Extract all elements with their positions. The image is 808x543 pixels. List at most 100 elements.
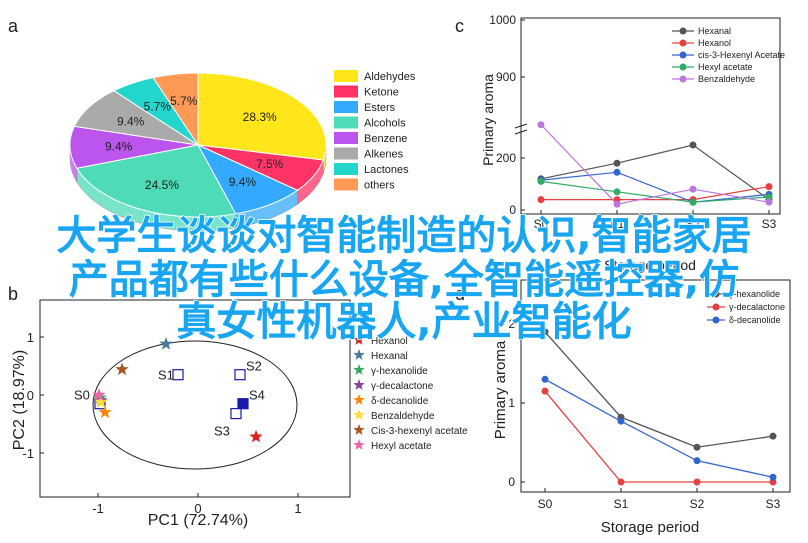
data-point	[693, 478, 701, 486]
variable-star	[98, 405, 112, 419]
legend-label: γ-hexanolide	[371, 366, 428, 377]
legend-marker	[679, 75, 687, 83]
legend-label: Hexyl acetate	[371, 441, 432, 452]
legend-swatch	[334, 70, 358, 82]
legend-label: others	[364, 180, 395, 192]
data-point	[617, 478, 625, 486]
legend-label: cis-3-Hexenyl Acetate	[698, 50, 785, 60]
panel-label-a: a	[8, 16, 19, 36]
legend-marker	[353, 394, 365, 405]
sample-label: S1	[158, 368, 174, 383]
pie-slice-alcohols	[76, 144, 237, 218]
panel-label-c: c	[455, 16, 464, 36]
data-point	[541, 328, 549, 336]
legend-marker	[353, 409, 365, 420]
legend-marker	[353, 349, 365, 360]
x-axis-label: Storage period	[604, 257, 696, 273]
data-point	[765, 183, 773, 191]
data-point	[765, 198, 773, 206]
legend-swatch	[334, 101, 358, 113]
legend-swatch	[334, 85, 358, 98]
legend-label: γ-decalactone	[729, 302, 785, 312]
sample-label: S2	[246, 359, 262, 374]
sample-label: S0	[74, 388, 90, 403]
legend-label: Benzaldehyde	[698, 74, 755, 84]
y-tick-label: 200	[496, 151, 516, 165]
pie-value-label: 24.5%	[145, 178, 179, 192]
data-point	[537, 121, 545, 129]
y-tick-label: 0	[27, 388, 34, 403]
overlay-title-line-2: 产品都有些什么设备,全智能遥控器,仿	[68, 257, 740, 303]
legend-label: γ-hexanolide	[729, 289, 780, 299]
pie-slice-esters	[196, 143, 299, 215]
legend-swatch	[334, 116, 358, 129]
sample-label: S3	[214, 424, 230, 439]
data-point	[693, 457, 701, 465]
legend-label: Hexanol	[698, 38, 731, 48]
pie-value-label: 5.7%	[144, 100, 172, 114]
legend-marker	[353, 364, 365, 375]
legend-label: Cis-3-hexenyl acetate	[371, 426, 468, 437]
data-point	[613, 168, 621, 176]
y-axis-label: Primary aroma	[480, 74, 496, 166]
x-tick-label: S1	[614, 497, 629, 511]
axis-break-mark	[514, 129, 528, 135]
variable-star	[249, 429, 263, 443]
legend-label: Hexanal	[698, 26, 731, 36]
data-point	[617, 417, 625, 425]
y-axis-label: PC2 (18.97%)	[11, 350, 28, 451]
series-line	[541, 186, 770, 201]
variable-star	[115, 362, 129, 376]
y-axis-label: Primary aroma	[492, 340, 509, 439]
x-tick-label: S0	[534, 217, 549, 231]
x-tick-label: S3	[762, 217, 777, 231]
pie-slice-others	[152, 72, 199, 147]
legend-label: Hexyl acetate	[698, 62, 753, 72]
panel-label-d: d	[455, 284, 465, 304]
legend-marker	[712, 316, 720, 324]
overlay-title-line-3: 真女性机器人,产业智能化	[176, 299, 633, 345]
legend-label: Aldehydes	[364, 71, 416, 83]
data-point	[769, 432, 777, 440]
y-tick-label: 2	[508, 317, 515, 331]
legend-marker	[679, 63, 687, 71]
legend-label: Alcohols	[364, 118, 406, 130]
x-tick-label: 0	[194, 501, 201, 516]
legend-marker	[353, 334, 365, 345]
x-tick-label: -1	[92, 501, 104, 516]
pie-slice-aldehydes	[197, 72, 327, 161]
pie-slice-alkenes	[73, 90, 199, 146]
legend-marker	[679, 51, 687, 59]
x-axis-label: Storage period	[601, 519, 699, 536]
data-point	[537, 196, 545, 204]
data-point	[541, 387, 549, 395]
legend-label: Hexanol	[371, 336, 408, 347]
legend-swatch	[334, 163, 358, 175]
legend-swatch	[334, 147, 358, 160]
sample-marker-s4	[237, 398, 249, 410]
data-point	[693, 443, 701, 451]
pie-value-label: 7.5%	[256, 157, 284, 171]
y-tick-label: -1	[22, 446, 34, 461]
series-line	[544, 390, 773, 483]
x-tick-label: S1	[610, 217, 625, 231]
data-point	[689, 141, 697, 149]
legend-label: Benzaldehyde	[371, 411, 435, 422]
legend-label: Esters	[364, 102, 396, 114]
legend-label: Ketone	[364, 87, 399, 99]
x-tick-label: S3	[766, 497, 781, 511]
y-tick-label: 1	[27, 330, 34, 345]
overlay-title-line-1: 大学生谈谈对智能制造的认识,智能家居	[56, 213, 753, 259]
legend-marker	[679, 27, 687, 35]
legend-label: δ-decanolide	[729, 315, 781, 325]
legend-marker	[712, 290, 720, 298]
legend-swatch	[334, 178, 358, 191]
data-point	[613, 200, 621, 208]
y-tick-label: 0	[509, 203, 516, 217]
y-tick-label: 900	[496, 70, 516, 84]
legend-marker	[679, 39, 687, 47]
sample-label: S4	[249, 388, 265, 403]
sample-marker-s1	[172, 369, 184, 381]
data-point	[537, 177, 545, 185]
